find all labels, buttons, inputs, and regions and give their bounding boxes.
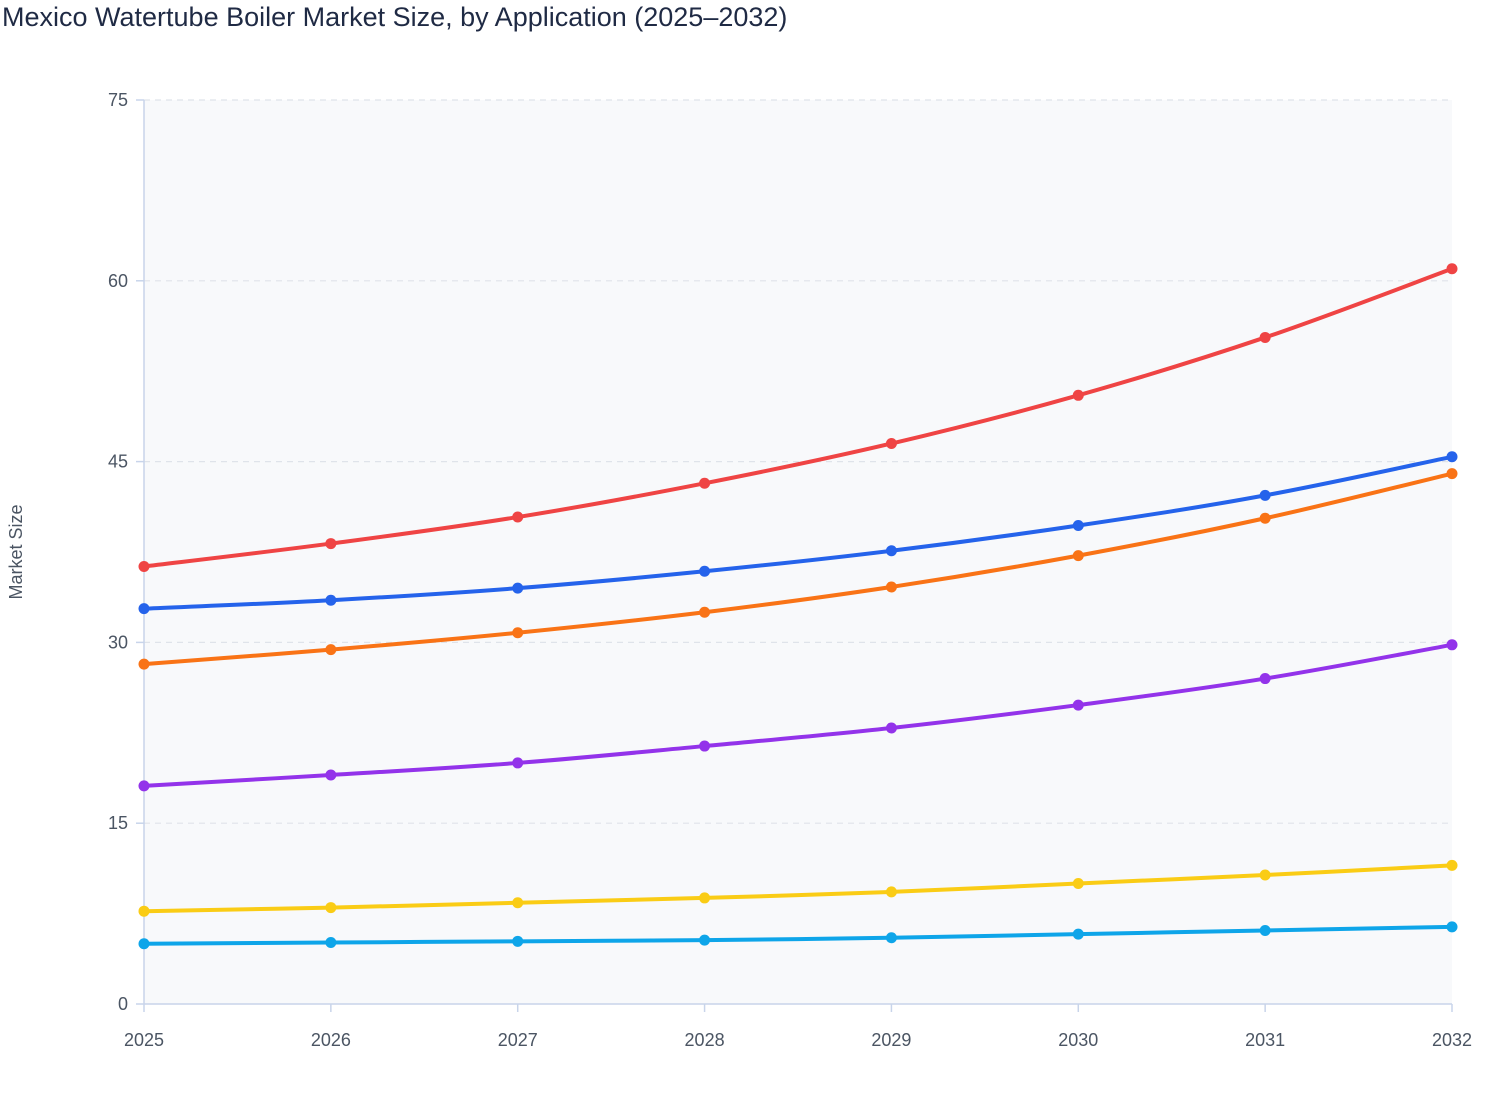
data-point[interactable] xyxy=(512,897,524,909)
axes xyxy=(143,100,1452,1005)
series-2 xyxy=(138,451,1458,615)
data-point[interactable] xyxy=(885,581,897,593)
data-point[interactable] xyxy=(1072,389,1084,401)
data-point[interactable] xyxy=(1446,468,1458,480)
data-point[interactable] xyxy=(1072,699,1084,711)
y-tick-label: 45 xyxy=(108,452,128,472)
y-tick-label: 60 xyxy=(108,271,128,291)
data-point[interactable] xyxy=(1446,639,1458,651)
data-point[interactable] xyxy=(1259,673,1271,685)
series-4 xyxy=(138,639,1458,792)
data-point[interactable] xyxy=(699,565,711,577)
series-3 xyxy=(138,468,1458,670)
x-axis-ticks: 2025 2026 2027 2028 2029 2030 2031 2032 xyxy=(124,1004,1472,1050)
x-tick-label: 2027 xyxy=(498,1030,538,1050)
series-group xyxy=(138,263,1458,950)
data-point[interactable] xyxy=(138,905,150,917)
chart-title: Mexico Watertube Boiler Market Size, by … xyxy=(2,2,788,32)
data-point[interactable] xyxy=(512,511,524,523)
x-tick-label: 2025 xyxy=(124,1030,164,1050)
data-point[interactable] xyxy=(512,757,524,769)
y-tick-label: 75 xyxy=(108,90,128,110)
x-tick-label: 2031 xyxy=(1245,1030,1285,1050)
data-point[interactable] xyxy=(1446,451,1458,463)
x-tick-label: 2030 xyxy=(1058,1030,1098,1050)
series-line xyxy=(142,266,1454,569)
data-point[interactable] xyxy=(885,722,897,734)
data-point[interactable] xyxy=(138,658,150,670)
data-point[interactable] xyxy=(325,769,337,781)
y-axis-title: Market Size xyxy=(6,504,26,599)
data-point[interactable] xyxy=(325,594,337,606)
series-5 xyxy=(138,859,1458,917)
data-point[interactable] xyxy=(1259,489,1271,501)
data-point[interactable] xyxy=(1259,331,1271,343)
series-line xyxy=(142,454,1454,611)
data-point[interactable] xyxy=(512,582,524,594)
series-line xyxy=(142,924,1454,946)
data-point[interactable] xyxy=(1072,877,1084,889)
data-point[interactable] xyxy=(1072,550,1084,562)
series-6 xyxy=(138,921,1458,950)
data-point[interactable] xyxy=(1072,519,1084,531)
y-tick-label: 0 xyxy=(118,994,128,1014)
x-tick-label: 2028 xyxy=(685,1030,725,1050)
data-point[interactable] xyxy=(1446,859,1458,871)
y-tick-label: 15 xyxy=(108,813,128,833)
data-point[interactable] xyxy=(1259,869,1271,881)
data-point[interactable] xyxy=(885,932,897,944)
series-line xyxy=(142,642,1454,788)
gridlines xyxy=(144,99,1452,824)
data-point[interactable] xyxy=(138,780,150,792)
data-point[interactable] xyxy=(699,740,711,752)
series-1 xyxy=(138,263,1458,572)
data-point[interactable] xyxy=(885,545,897,557)
data-point[interactable] xyxy=(699,477,711,489)
data-point[interactable] xyxy=(325,902,337,914)
data-point[interactable] xyxy=(325,644,337,656)
data-point[interactable] xyxy=(1072,928,1084,940)
x-tick-label: 2026 xyxy=(311,1030,351,1050)
data-point[interactable] xyxy=(512,935,524,947)
data-point[interactable] xyxy=(138,938,150,950)
plot-background xyxy=(144,100,1452,1004)
data-point[interactable] xyxy=(1259,924,1271,936)
data-point[interactable] xyxy=(512,627,524,639)
data-point[interactable] xyxy=(699,606,711,618)
data-point[interactable] xyxy=(325,538,337,550)
series-line xyxy=(142,863,1454,914)
data-point[interactable] xyxy=(325,937,337,949)
data-point[interactable] xyxy=(1259,512,1271,524)
x-tick-label: 2029 xyxy=(871,1030,911,1050)
data-point[interactable] xyxy=(138,603,150,615)
data-point[interactable] xyxy=(699,934,711,946)
data-point[interactable] xyxy=(885,438,897,450)
data-point[interactable] xyxy=(885,886,897,898)
x-tick-label: 2032 xyxy=(1432,1030,1472,1050)
y-tick-label: 30 xyxy=(108,632,128,652)
series-line xyxy=(142,471,1454,667)
data-point[interactable] xyxy=(1446,263,1458,275)
y-axis-ticks: 0 15 30 45 60 75 xyxy=(108,90,144,1014)
data-point[interactable] xyxy=(699,892,711,904)
data-point[interactable] xyxy=(138,560,150,572)
data-point[interactable] xyxy=(1446,921,1458,933)
